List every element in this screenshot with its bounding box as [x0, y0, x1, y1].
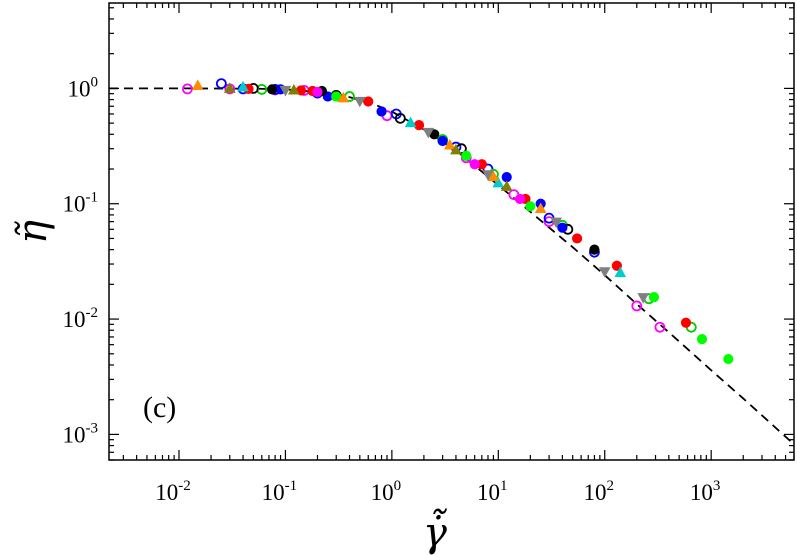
triangle-down-marker	[550, 217, 563, 229]
filled-circle-marker	[648, 292, 660, 303]
open-circle-marker	[654, 321, 666, 333]
triangle-down-marker	[353, 96, 366, 108]
filled-circle-marker	[696, 334, 708, 345]
filled-circle-marker	[267, 84, 278, 95]
y-tick-label: 10-3	[63, 420, 99, 447]
triangle-up-marker	[443, 138, 456, 150]
filled-circle-marker	[437, 135, 448, 147]
y-tick-label: 10-1	[63, 190, 99, 217]
y-tick-label: 10-2	[63, 305, 99, 332]
axis-ticks	[109, 3, 795, 461]
triangle-up-marker	[492, 176, 505, 188]
y-tick-labels: 10-3 10-2 10-1 100	[63, 74, 99, 447]
open-circle-marker	[631, 300, 643, 312]
filled-circle-marker	[557, 222, 568, 233]
x-tick-label: 103	[690, 478, 721, 505]
x-axis-title: γ̇̃	[423, 509, 447, 555]
x-tick-label: 101	[477, 478, 508, 505]
triangle-up-marker	[191, 79, 204, 90]
triangle-up-marker	[487, 170, 500, 182]
filled-circle-marker	[611, 260, 622, 271]
open-circle-marker	[182, 83, 193, 95]
fit-curve	[109, 87, 794, 446]
x-tick-label: 102	[583, 478, 614, 505]
y-axis-title: η̃	[10, 220, 56, 244]
triangle-up-marker	[237, 80, 249, 92]
x-tick-label: 100	[371, 478, 402, 505]
triangle-up-marker	[534, 202, 547, 214]
triangle-up-marker	[500, 180, 513, 191]
x-tick-labels: 10-2 10-1 100 101 102 103	[155, 478, 720, 505]
x-tick-label: 10-1	[262, 478, 298, 505]
y-tick-label: 100	[68, 74, 99, 101]
filled-circle-marker	[514, 193, 526, 205]
triangle-up-marker	[337, 91, 350, 103]
triangle-up-marker	[223, 82, 236, 93]
filled-circle-marker	[723, 353, 734, 365]
filled-circle-marker	[680, 317, 692, 328]
x-tick-label: 10-2	[155, 478, 191, 505]
triangle-down-marker	[482, 170, 494, 181]
filled-circle-marker	[312, 86, 323, 98]
filled-circle-marker	[413, 120, 425, 131]
open-circle-marker	[394, 112, 406, 124]
triangle-up-marker	[450, 143, 462, 155]
triangle-down-marker	[422, 127, 435, 139]
filled-circle-marker	[469, 159, 480, 170]
filled-circle-marker	[461, 150, 472, 161]
panel-label: (c)	[143, 391, 176, 424]
data-markers	[182, 78, 734, 365]
open-circle-marker	[215, 78, 227, 90]
filled-circle-marker	[363, 96, 374, 107]
triangle-down-marker	[598, 267, 611, 278]
filled-circle-marker	[376, 106, 387, 117]
filled-circle-marker	[572, 233, 583, 244]
plot-frame	[108, 2, 795, 461]
triangle-up-marker	[614, 266, 627, 278]
triangle-up-marker	[404, 116, 417, 128]
triangle-down-marker	[637, 293, 650, 304]
triangle-down-marker	[279, 85, 292, 97]
filled-circle-marker	[525, 201, 536, 212]
plot-area	[109, 78, 794, 446]
triangle-up-marker	[288, 83, 300, 95]
filled-circle-marker	[589, 244, 600, 255]
